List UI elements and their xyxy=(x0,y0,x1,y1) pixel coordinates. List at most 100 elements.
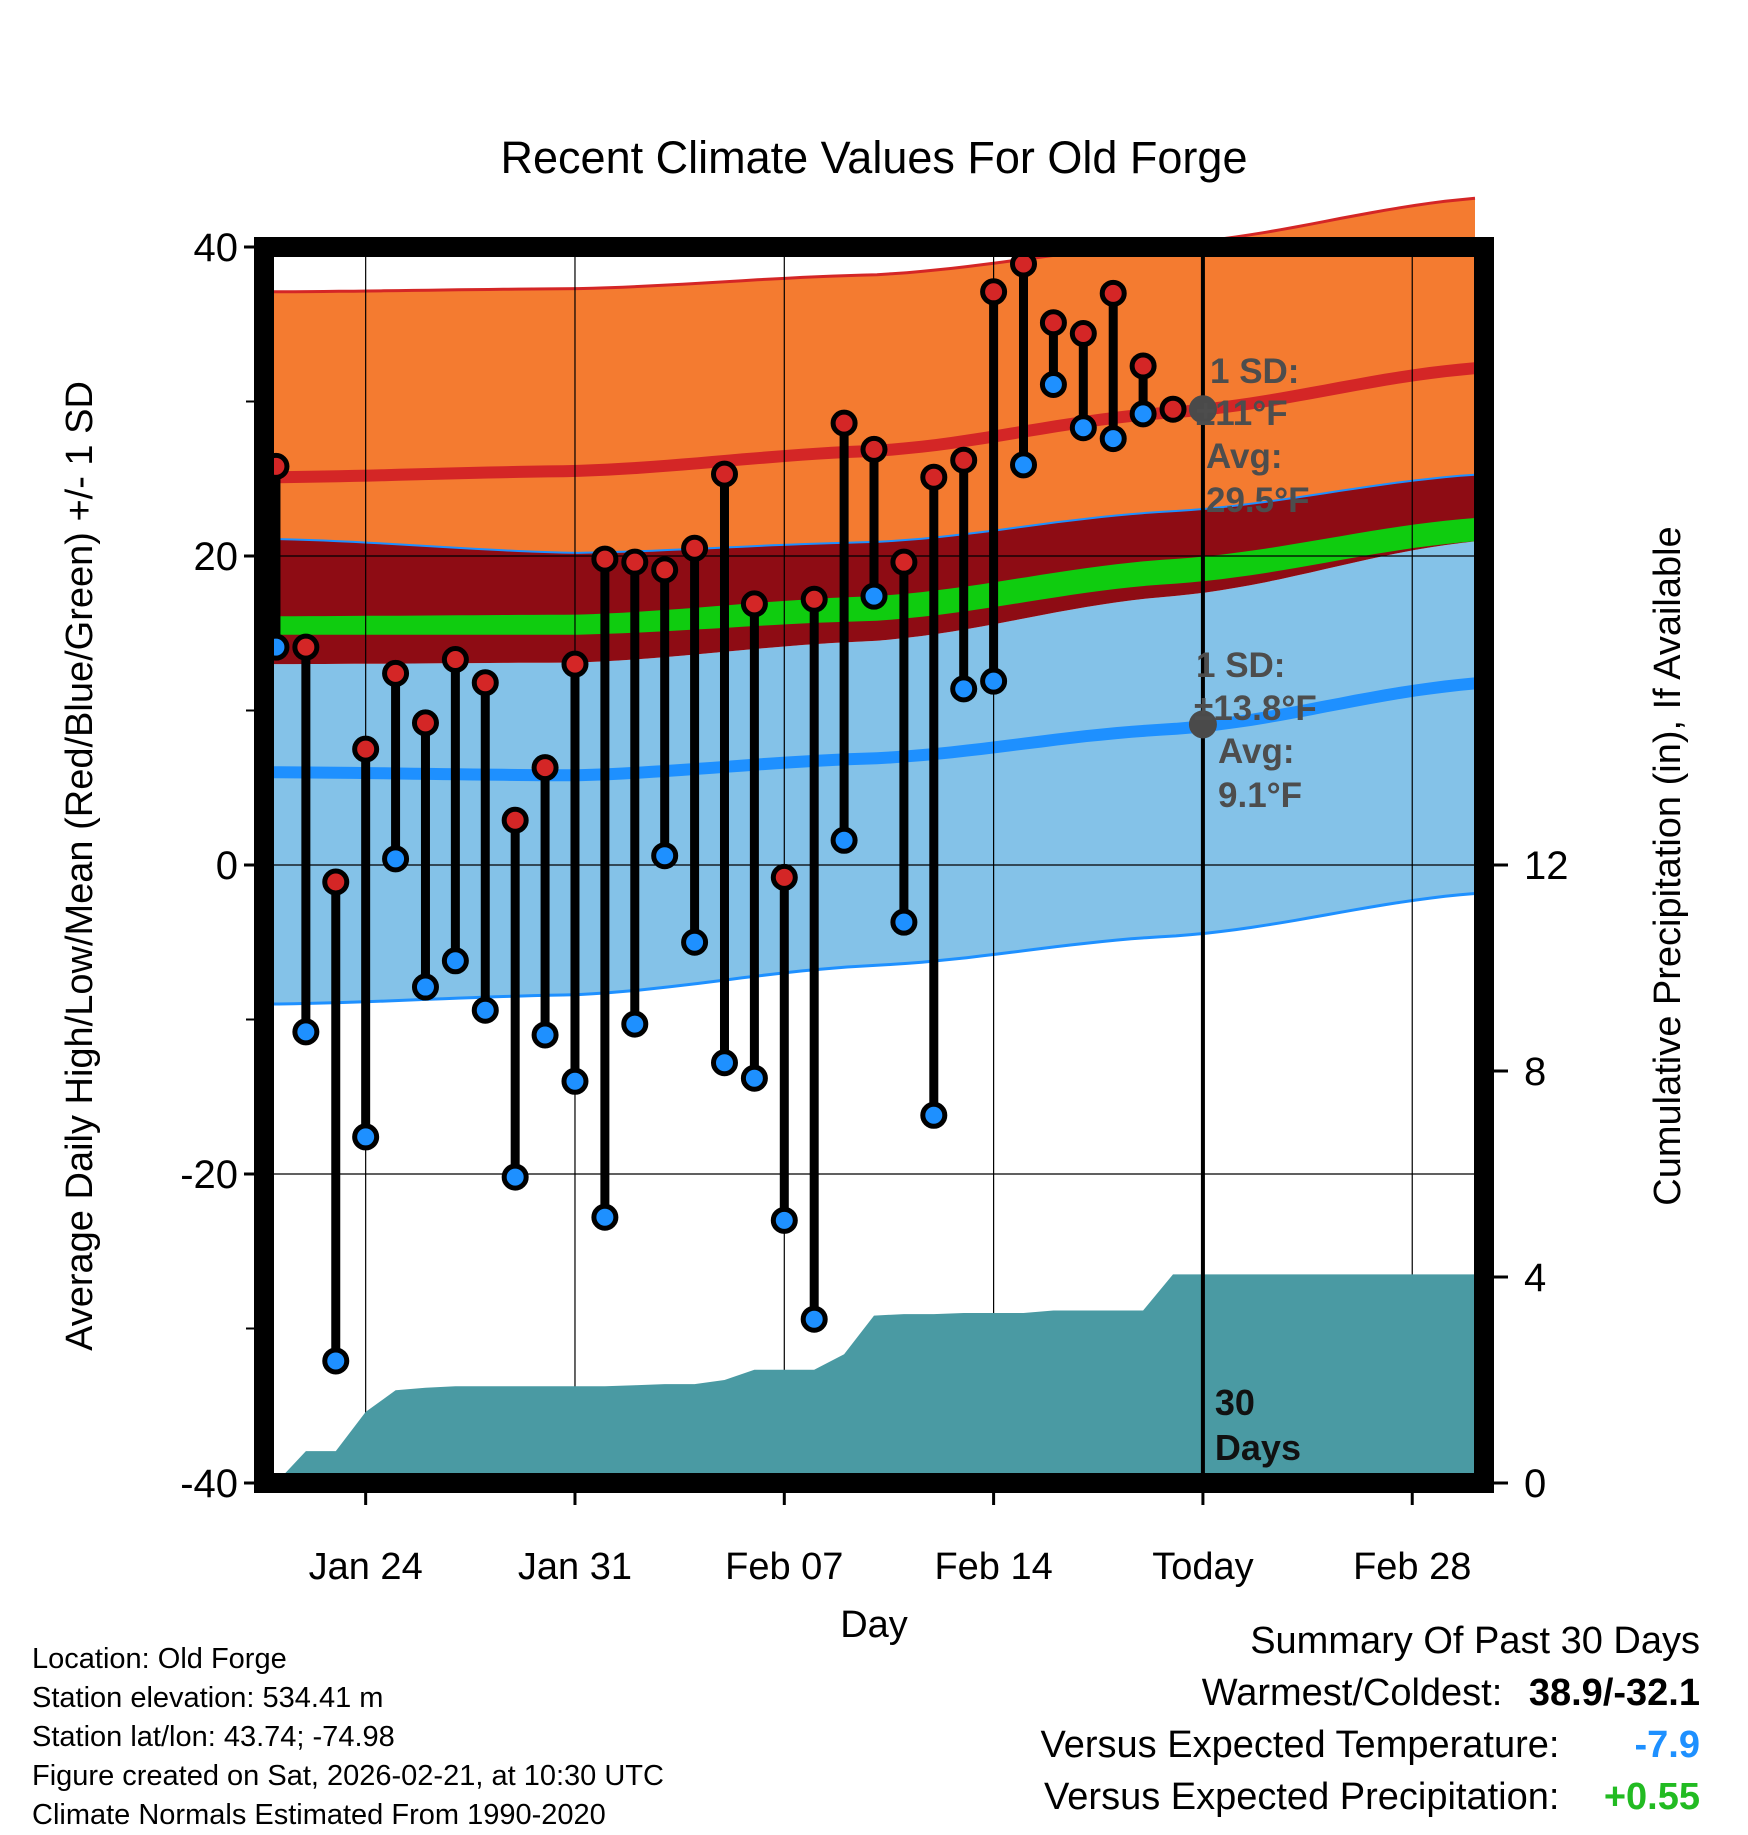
summary-warm-cold-value: 38.9/-32.1 xyxy=(1528,1672,1700,1714)
high-sd-label: 1 SD: xyxy=(1210,352,1299,391)
x-tick-label: Feb 14 xyxy=(934,1546,1052,1588)
daily-high-point xyxy=(322,868,350,896)
daily-high-point xyxy=(860,435,888,463)
low-avg-label: Avg: xyxy=(1218,732,1294,771)
summary-title: Summary Of Past 30 Days xyxy=(1250,1620,1700,1662)
summary-precip: Versus Expected Precipitation: +0.55 xyxy=(1044,1776,1700,1819)
mean-band xyxy=(264,518,1475,635)
y-tick-label: -40 xyxy=(180,1462,238,1506)
daily-markers xyxy=(262,250,1187,1375)
chart-title: Recent Climate Values For Old Forge xyxy=(501,132,1248,183)
daily-high-point xyxy=(471,669,499,697)
axes: -40 -20 0 20 40 0 4 8 12 Jan 24 Jan 31 Feb 07 Feb 14… xyxy=(180,226,1568,1588)
daily-low-point xyxy=(860,582,888,610)
daily-high-point xyxy=(1129,352,1157,380)
high-sd-value: ±11°F xyxy=(1196,394,1288,433)
daily-low-point xyxy=(710,1049,738,1077)
daily-low-point xyxy=(1129,400,1157,428)
x-tick-label: Jan 31 xyxy=(518,1546,632,1588)
y-tick-label: 40 xyxy=(194,226,239,270)
summary-temp-value: -7.9 xyxy=(1634,1724,1700,1766)
low-sd-band xyxy=(264,541,1475,1004)
info-normals: Climate Normals Estimated From 1990-2020 xyxy=(32,1799,606,1831)
daily-low-point xyxy=(531,1021,559,1049)
info-elevation: Station elevation: 534.41 m xyxy=(32,1682,384,1714)
daily-low-point xyxy=(352,1123,380,1151)
daily-low-point xyxy=(1069,414,1097,442)
daily-low-point xyxy=(561,1067,589,1095)
daily-high-point xyxy=(920,463,948,491)
high-sd-band xyxy=(264,198,1475,553)
y-tick-label: -20 xyxy=(180,1153,238,1197)
x-tick-label: Feb 28 xyxy=(1353,1546,1471,1588)
info-location: Location: Old Forge xyxy=(32,1643,287,1675)
daily-low-point xyxy=(621,1010,649,1038)
daily-high-point xyxy=(292,633,320,661)
daily-low-point xyxy=(292,1018,320,1046)
low-sd-value: ±13.8°F xyxy=(1194,689,1317,728)
plot-border xyxy=(254,237,1494,1493)
daily-high-point xyxy=(800,585,828,613)
low-avg-dot xyxy=(1188,710,1217,739)
daily-high-point xyxy=(950,446,978,474)
daily-low-point xyxy=(890,908,918,936)
daily-high-point xyxy=(740,590,768,618)
high-upper-line xyxy=(264,196,1476,294)
low-lower-line xyxy=(264,892,1476,1006)
y2-tick-label: 8 xyxy=(1524,1050,1546,1094)
daily-high-point xyxy=(531,754,559,782)
daily-low-point xyxy=(411,973,439,1001)
x-tick-label: Today xyxy=(1152,1546,1253,1588)
high-avg-value: 29.5°F xyxy=(1206,481,1310,520)
daily-high-point xyxy=(411,709,439,737)
y2-tick-label: 12 xyxy=(1524,844,1569,888)
daily-low-point xyxy=(441,947,469,975)
daily-high-point xyxy=(681,534,709,562)
plot-frame xyxy=(254,237,1494,1493)
daily-high-point xyxy=(501,806,529,834)
daily-high-point xyxy=(561,650,589,678)
x-tick-label: Feb 07 xyxy=(725,1546,843,1588)
daily-high-point xyxy=(441,646,469,674)
station-info: Location: Old Forge Station elevation: 5… xyxy=(32,1640,664,1835)
daily-low-point xyxy=(471,996,499,1024)
low-avg-value: 9.1°F xyxy=(1218,776,1302,815)
normal-bands xyxy=(263,196,1476,1006)
y2-tick-label: 4 xyxy=(1524,1256,1546,1300)
daily-low-point xyxy=(830,826,858,854)
daily-low-point xyxy=(651,842,679,870)
daily-low-point xyxy=(382,845,410,873)
daily-high-point xyxy=(890,548,918,576)
y2-axis-label: Cumulative Precipitation (in), If Availa… xyxy=(1647,526,1689,1205)
summary-warm-cold-label: Warmest/Coldest: xyxy=(1201,1672,1503,1714)
daily-low-point xyxy=(800,1305,828,1333)
summary-warm-cold: Warmest/Coldest: 38.9/-32.1 xyxy=(1202,1672,1700,1715)
daily-low-point xyxy=(1039,371,1067,399)
daily-high-point xyxy=(1099,279,1127,307)
x-axis-label: Day xyxy=(840,1604,908,1646)
daily-high-point xyxy=(621,548,649,576)
y-tick-label: 20 xyxy=(194,535,239,579)
summary-temp: Versus Expected Temperature: -7.9 xyxy=(1041,1724,1700,1767)
x-tick-label: Jan 24 xyxy=(309,1546,423,1588)
daily-low-point xyxy=(1099,425,1127,453)
y-tick-label: 0 xyxy=(216,844,238,888)
daily-high-point xyxy=(1159,395,1187,423)
y2-tick-label: 0 xyxy=(1524,1462,1546,1506)
daily-high-point xyxy=(980,278,1008,306)
daily-low-point xyxy=(1010,451,1038,479)
daily-high-point xyxy=(352,735,380,763)
daily-high-point xyxy=(591,545,619,573)
daily-low-point xyxy=(681,928,709,956)
daily-low-point xyxy=(322,1347,350,1375)
high-avg-dot xyxy=(1188,395,1217,424)
daily-high-point xyxy=(382,659,410,687)
info-latlon: Station lat/lon: 43.74; -74.98 xyxy=(32,1721,395,1753)
y-axis-label: Average Daily High/Low/Mean (Red/Blue/Gr… xyxy=(59,381,101,1351)
today-window-label-unit: Days xyxy=(1215,1427,1301,1468)
low-sd-label: 1 SD: xyxy=(1196,646,1285,685)
daily-high-point xyxy=(1069,320,1097,348)
